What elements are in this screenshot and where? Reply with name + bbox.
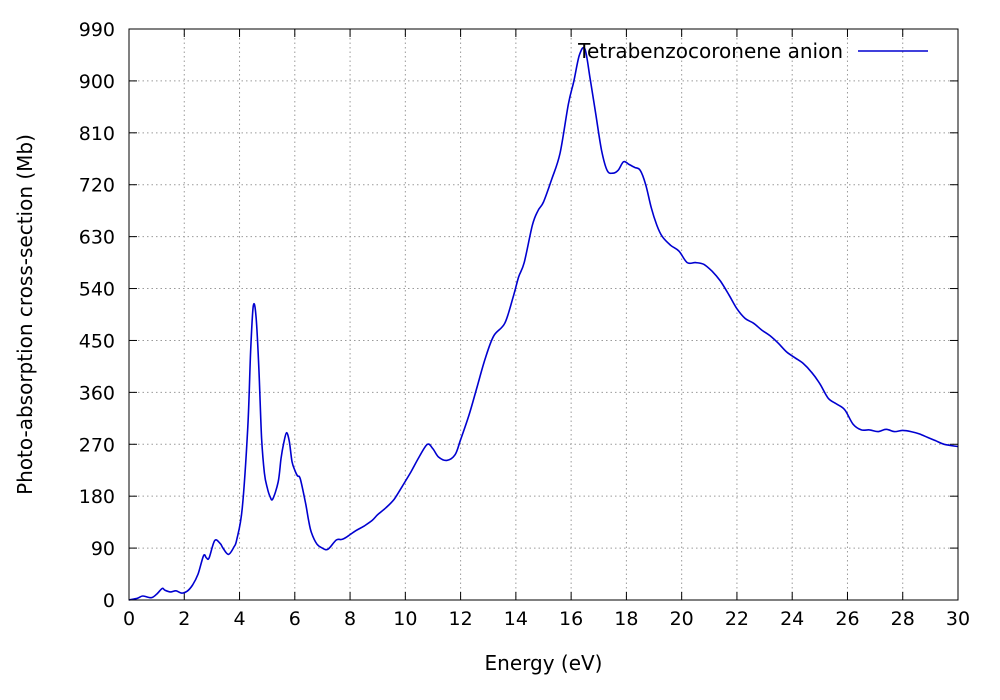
legend-label: Tetrabenzocoronene anion: [577, 39, 843, 63]
x-tick-label: 8: [344, 608, 356, 630]
x-tick-label: 22: [725, 608, 749, 630]
y-axis-label: Photo-absorption cross-section (Mb): [13, 134, 37, 495]
x-tick-label: 20: [670, 608, 694, 630]
legend: Tetrabenzocoronene anion: [577, 39, 928, 63]
y-tick-label: 900: [79, 71, 115, 93]
x-tick-label: 16: [559, 608, 583, 630]
y-tick-label: 270: [79, 434, 115, 456]
x-tick-label: 2: [178, 608, 190, 630]
y-tick-label: 450: [79, 330, 115, 352]
y-tick-label: 540: [79, 279, 115, 301]
y-tick-label: 810: [79, 123, 115, 145]
x-tick-label: 24: [780, 608, 804, 630]
x-tick-label: 14: [504, 608, 528, 630]
plot-frame: [128, 28, 959, 601]
axis-ticks: [128, 28, 959, 601]
x-tick-label: 4: [233, 608, 245, 630]
x-tick-labels: 0 2 4 6 8 10 12 14 16 18 20 22 24 26 28 30: [123, 608, 970, 630]
x-tick-label: 30: [946, 608, 970, 630]
y-tick-label: 720: [79, 175, 115, 197]
x-tick-label: 6: [289, 608, 301, 630]
grid-lines: [129, 29, 958, 600]
y-tick-label: 630: [79, 227, 115, 249]
y-tick-label: 180: [79, 486, 115, 508]
y-tick-label: 990: [79, 19, 115, 41]
series-line: [128, 46, 959, 601]
series-group: [128, 46, 959, 601]
y-tick-label: 0: [103, 590, 115, 612]
y-tick-label: 90: [91, 538, 115, 560]
x-tick-label: 18: [614, 608, 638, 630]
x-tick-label: 26: [835, 608, 859, 630]
x-axis-label: Energy (eV): [485, 651, 603, 675]
x-tick-label: 12: [449, 608, 473, 630]
x-tick-label: 10: [393, 608, 417, 630]
y-tick-labels: 0 90 180 270 360 450 540 630 720 810 900 990: [79, 19, 115, 612]
y-tick-label: 360: [79, 382, 115, 404]
x-tick-label: 28: [891, 608, 915, 630]
x-tick-label: 0: [123, 608, 135, 630]
